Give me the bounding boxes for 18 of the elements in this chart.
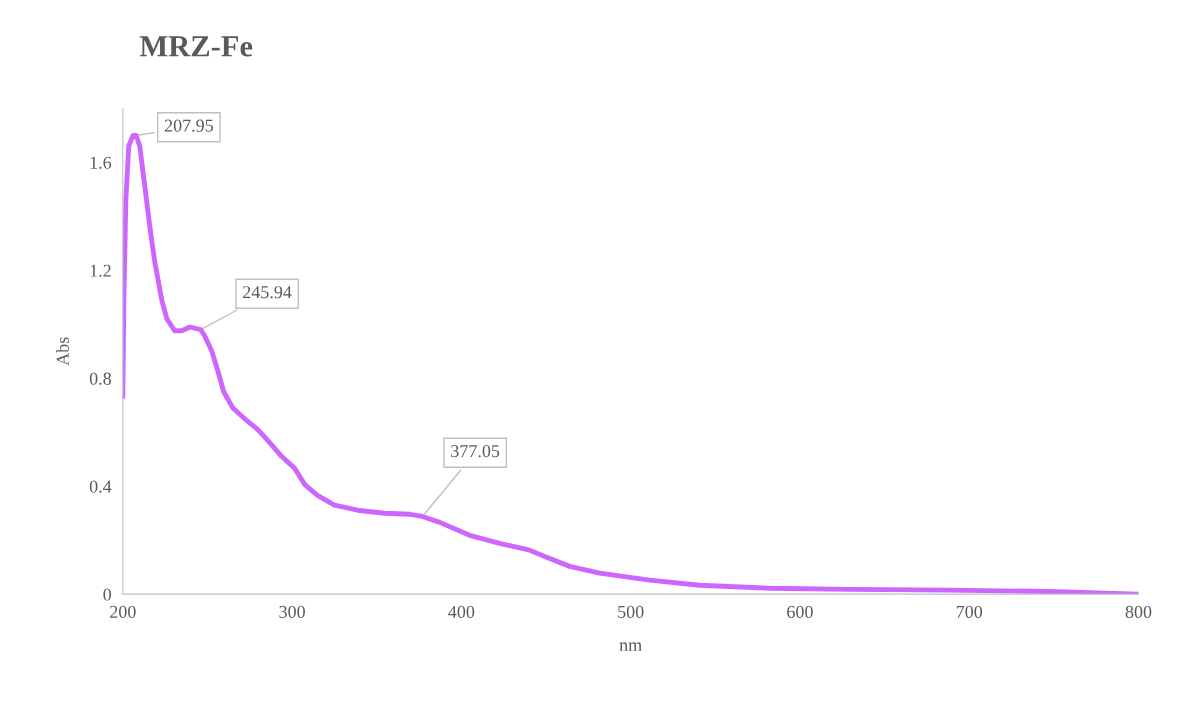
- annotation: 207.95: [164, 119, 214, 132]
- x-tick-label: 800: [1125, 605, 1152, 618]
- y-tick-label: 1.2: [90, 264, 111, 277]
- y-tick-label: 0.8: [89, 372, 112, 385]
- y-tick-label: 0: [103, 588, 112, 601]
- x-axis-title: nm: [619, 642, 642, 651]
- annotation: 377.05: [451, 445, 500, 458]
- x-tick-label: 700: [956, 605, 983, 618]
- chart-title: MRZ-Fe: [139, 36, 253, 57]
- annotation: 245.94: [243, 286, 292, 299]
- x-tick-label: 200: [110, 605, 136, 618]
- x-tick-label: 500: [618, 605, 644, 618]
- x-tick-label: 300: [279, 605, 305, 618]
- y-tick-label: 0.4: [89, 480, 112, 493]
- x-tick-label: 400: [448, 605, 475, 618]
- y-tick-label: 1.6: [90, 156, 112, 169]
- x-tick-label: 600: [787, 605, 813, 618]
- y-axis-title: Abs: [56, 337, 69, 366]
